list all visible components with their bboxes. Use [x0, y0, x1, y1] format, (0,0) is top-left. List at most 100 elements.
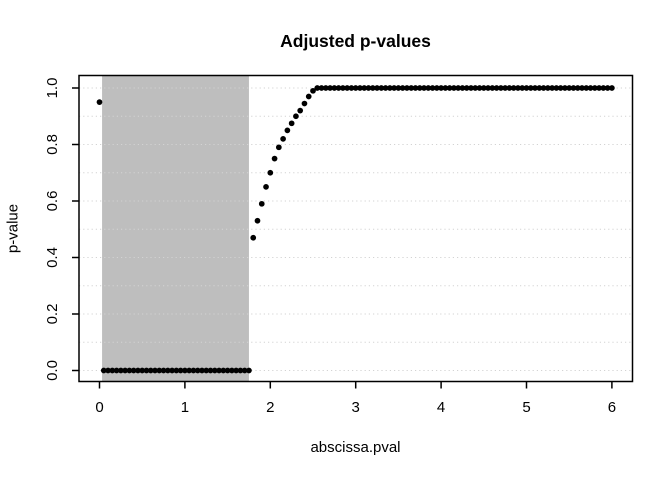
data-point — [557, 85, 564, 91]
data-point — [468, 85, 474, 91]
data-point — [369, 85, 376, 91]
data-point — [399, 85, 406, 91]
data-point — [318, 85, 325, 91]
y-tick-label: 0.4 — [44, 247, 61, 268]
data-point — [493, 85, 500, 91]
data-point — [288, 120, 295, 127]
x-tick-label: 2 — [266, 399, 274, 416]
data-point — [387, 85, 393, 91]
data-point — [540, 85, 547, 91]
data-point — [438, 85, 444, 91]
data-point — [139, 367, 146, 374]
data-point — [224, 367, 231, 374]
data-point — [96, 99, 103, 105]
x-axis-label: abscissa.pval — [310, 439, 400, 456]
data-point — [562, 85, 568, 91]
data-point — [275, 144, 282, 151]
data-point — [361, 85, 368, 91]
data-point — [600, 85, 607, 91]
data-point — [271, 155, 278, 162]
data-point — [267, 169, 274, 176]
data-point — [609, 85, 615, 91]
data-point — [194, 367, 201, 374]
data-point — [152, 367, 158, 374]
x-tick-label: 5 — [522, 399, 530, 416]
data-point — [156, 367, 163, 374]
data-point — [527, 85, 534, 91]
data-point — [105, 367, 111, 374]
data-point — [310, 87, 316, 94]
data-point — [322, 85, 329, 91]
data-point — [182, 367, 188, 374]
data-point — [579, 85, 585, 91]
data-point — [570, 85, 577, 91]
data-point — [113, 367, 120, 374]
shaded-region — [102, 75, 249, 382]
data-point — [284, 127, 291, 134]
data-point — [263, 184, 269, 190]
data-point — [425, 85, 432, 91]
data-point — [404, 85, 410, 91]
x-tick-label: 3 — [352, 399, 360, 416]
x-tick-label: 0 — [95, 399, 103, 416]
data-point — [147, 367, 154, 374]
y-tick-label: 0.0 — [44, 360, 61, 381]
data-point — [382, 85, 389, 91]
x-tick-label: 1 — [181, 399, 189, 416]
data-point — [472, 85, 479, 91]
data-point — [348, 85, 355, 91]
data-point — [160, 367, 167, 374]
data-point — [199, 367, 205, 374]
data-point — [331, 85, 338, 91]
data-point — [374, 85, 380, 91]
data-point — [357, 85, 363, 91]
data-point — [352, 85, 359, 91]
data-point — [169, 367, 175, 374]
data-point — [506, 85, 513, 91]
data-point — [280, 136, 286, 142]
data-point — [233, 367, 239, 374]
data-points-layer — [96, 85, 615, 374]
data-point — [118, 367, 124, 374]
y-tick-label: 0.8 — [44, 134, 61, 155]
data-point — [391, 85, 397, 91]
data-point — [455, 85, 462, 91]
data-point — [190, 367, 197, 374]
data-point — [519, 85, 526, 91]
data-point — [480, 85, 487, 91]
data-point — [545, 85, 551, 91]
data-point — [301, 100, 308, 107]
data-point — [510, 85, 517, 91]
data-point — [446, 85, 453, 91]
data-point — [135, 367, 141, 374]
data-point — [532, 85, 538, 91]
data-point — [463, 85, 470, 91]
data-point — [254, 217, 261, 224]
data-point — [395, 85, 402, 91]
data-point — [258, 200, 265, 207]
data-point — [604, 85, 611, 91]
data-point — [566, 85, 573, 91]
data-point — [340, 85, 346, 91]
data-point — [122, 367, 128, 374]
data-point — [591, 85, 598, 91]
data-point — [241, 367, 248, 374]
data-point — [229, 367, 235, 374]
data-point — [553, 85, 560, 91]
y-tick-label: 0.2 — [44, 304, 61, 325]
data-point — [574, 85, 581, 91]
data-point — [433, 85, 440, 91]
data-point — [314, 85, 321, 91]
axis-tick-labels-layer: 0 1 2 3 4 5 6 0.0 0.2 0.4 0.6 0.8 1.0 — [44, 78, 616, 416]
data-point — [365, 85, 372, 91]
data-point — [216, 367, 222, 374]
data-point — [536, 85, 543, 91]
y-tick-label: 0.6 — [44, 191, 61, 212]
data-point — [344, 85, 351, 91]
x-tick-label: 4 — [437, 399, 445, 416]
data-point — [327, 85, 333, 91]
data-point — [293, 113, 299, 120]
shaded-region-layer — [102, 75, 249, 382]
